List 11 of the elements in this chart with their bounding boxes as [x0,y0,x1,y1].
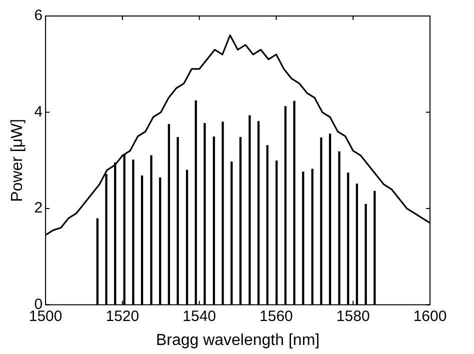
y-axis-title: Power [μW] [9,118,26,202]
y-tick-label: 6 [34,7,43,24]
x-tick-label: 1600 [413,308,447,325]
x-tick-label: 1580 [336,308,370,325]
y-tick-label: 4 [34,103,43,120]
y-tick-label: 2 [34,200,43,217]
x-tick-label: 1540 [182,308,216,325]
x-tick-label: 1500 [28,308,62,325]
x-axis-title: Bragg wavelength [nm] [156,332,320,349]
x-tick-label: 1520 [106,308,140,325]
x-tick-label: 1560 [260,308,293,325]
